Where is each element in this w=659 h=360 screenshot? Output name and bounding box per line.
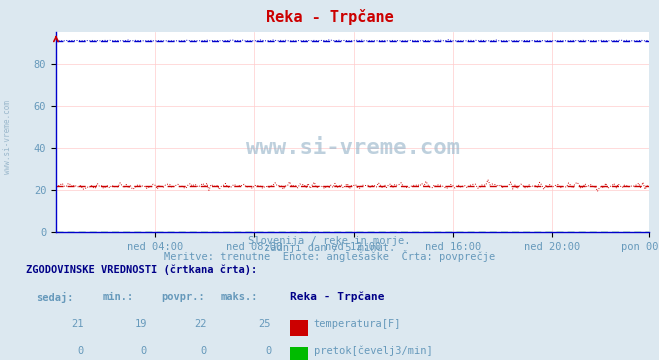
- Text: Slovenija / reke in morje.: Slovenija / reke in morje.: [248, 236, 411, 246]
- Text: sedaj:: sedaj:: [36, 292, 74, 303]
- Text: pretok[čevelj3/min]: pretok[čevelj3/min]: [314, 346, 432, 356]
- Text: povpr.:: povpr.:: [161, 292, 205, 302]
- Text: 22: 22: [194, 319, 206, 329]
- Text: temperatura[F]: temperatura[F]: [314, 319, 401, 329]
- Text: zadnji dan / 5 minut.: zadnji dan / 5 minut.: [264, 243, 395, 253]
- Text: min.:: min.:: [102, 292, 133, 302]
- Text: www.si-vreme.com: www.si-vreme.com: [246, 138, 459, 158]
- Text: Reka - Trpčane: Reka - Trpčane: [290, 292, 384, 302]
- Text: Meritve: trenutne  Enote: anglešaške  Črta: povprečje: Meritve: trenutne Enote: anglešaške Črta…: [164, 250, 495, 262]
- Text: www.si-vreme.com: www.si-vreme.com: [3, 100, 13, 174]
- Text: Reka - Trpčane: Reka - Trpčane: [266, 9, 393, 25]
- Text: maks.:: maks.:: [221, 292, 258, 302]
- Text: 19: 19: [134, 319, 147, 329]
- Text: ZGODOVINSKE VREDNOSTI (črtkana črta):: ZGODOVINSKE VREDNOSTI (črtkana črta):: [26, 265, 258, 275]
- Text: 25: 25: [259, 319, 272, 329]
- Text: 21: 21: [71, 319, 84, 329]
- Text: 0: 0: [141, 346, 147, 356]
- Text: 0: 0: [78, 346, 84, 356]
- Text: 0: 0: [200, 346, 206, 356]
- Text: 0: 0: [265, 346, 272, 356]
